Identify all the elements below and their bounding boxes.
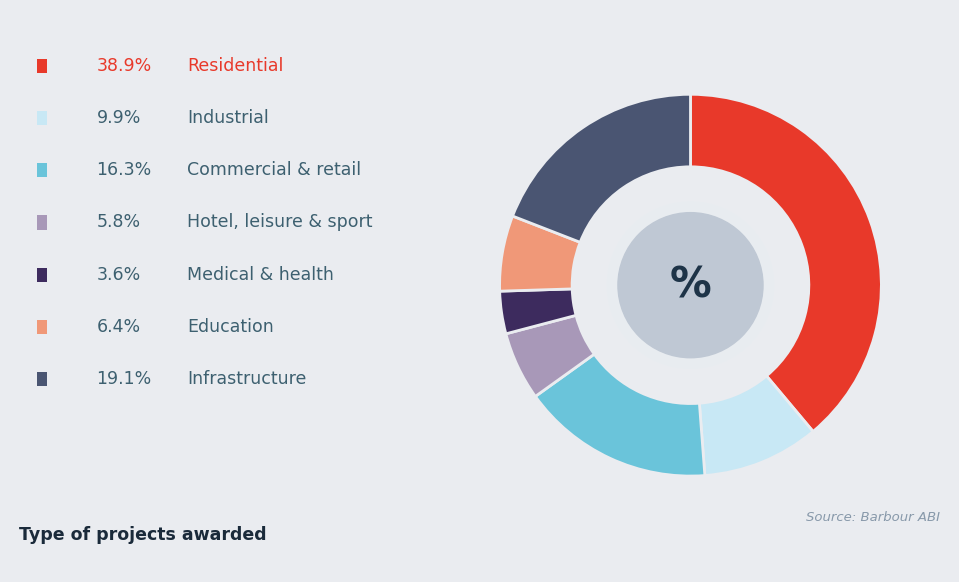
- Text: Industrial: Industrial: [187, 109, 269, 127]
- FancyBboxPatch shape: [36, 320, 47, 334]
- Wedge shape: [512, 94, 690, 242]
- Text: 3.6%: 3.6%: [96, 265, 141, 283]
- Text: Source: Barbour ABI: Source: Barbour ABI: [806, 512, 940, 524]
- FancyBboxPatch shape: [36, 163, 47, 178]
- Text: 19.1%: 19.1%: [96, 370, 152, 388]
- Text: 5.8%: 5.8%: [96, 214, 141, 232]
- Wedge shape: [500, 216, 580, 291]
- Text: Commercial & retail: Commercial & retail: [187, 161, 361, 179]
- Text: 6.4%: 6.4%: [96, 318, 141, 336]
- Wedge shape: [699, 376, 813, 475]
- FancyBboxPatch shape: [36, 215, 47, 229]
- Circle shape: [607, 202, 774, 368]
- FancyBboxPatch shape: [36, 372, 47, 386]
- Text: %: %: [669, 264, 712, 306]
- Wedge shape: [690, 94, 881, 431]
- Circle shape: [618, 212, 763, 358]
- FancyBboxPatch shape: [36, 111, 47, 125]
- Text: Hotel, leisure & sport: Hotel, leisure & sport: [187, 214, 372, 232]
- Text: 16.3%: 16.3%: [96, 161, 152, 179]
- Wedge shape: [535, 354, 705, 476]
- FancyBboxPatch shape: [36, 268, 47, 282]
- Text: 38.9%: 38.9%: [96, 57, 152, 75]
- Wedge shape: [500, 289, 576, 334]
- Text: Medical & health: Medical & health: [187, 265, 334, 283]
- Text: Education: Education: [187, 318, 273, 336]
- FancyBboxPatch shape: [36, 59, 47, 73]
- Text: 9.9%: 9.9%: [96, 109, 141, 127]
- Text: Type of projects awarded: Type of projects awarded: [19, 527, 267, 544]
- Text: Residential: Residential: [187, 57, 283, 75]
- Wedge shape: [506, 315, 595, 396]
- Text: Infrastructure: Infrastructure: [187, 370, 306, 388]
